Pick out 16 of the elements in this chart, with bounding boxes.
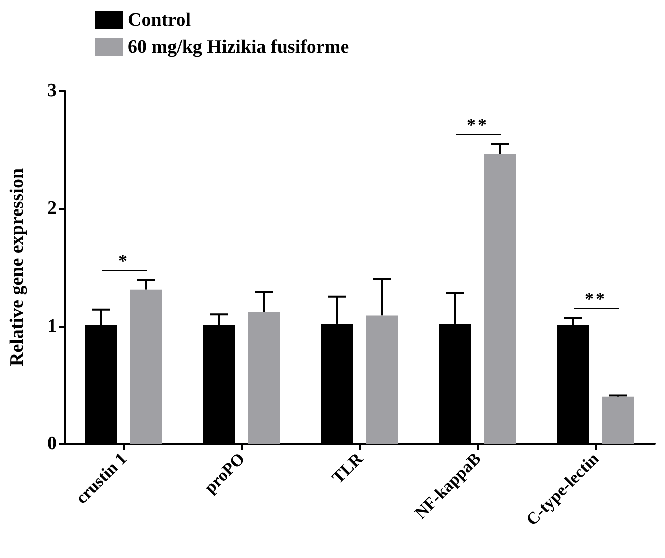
y-tick-label: 1 xyxy=(48,316,57,337)
x-tick-label: TLR xyxy=(328,448,368,488)
y-tick-label: 3 xyxy=(48,80,57,102)
y-tick-label: 2 xyxy=(48,198,57,220)
bar xyxy=(602,396,634,444)
y-tick-label: 0 xyxy=(48,434,57,454)
y-axis-title: Relative gene expression xyxy=(7,168,28,367)
legend-label: Control xyxy=(128,10,191,31)
bar xyxy=(366,316,398,444)
annotation: ** xyxy=(585,289,607,310)
bar xyxy=(130,290,162,444)
annotation: ** xyxy=(467,114,489,136)
legend-label: 60 mg/kg Hizikia fusiforme xyxy=(128,37,350,58)
bar xyxy=(248,312,280,444)
annotation: * xyxy=(118,251,130,272)
bar xyxy=(484,154,516,444)
